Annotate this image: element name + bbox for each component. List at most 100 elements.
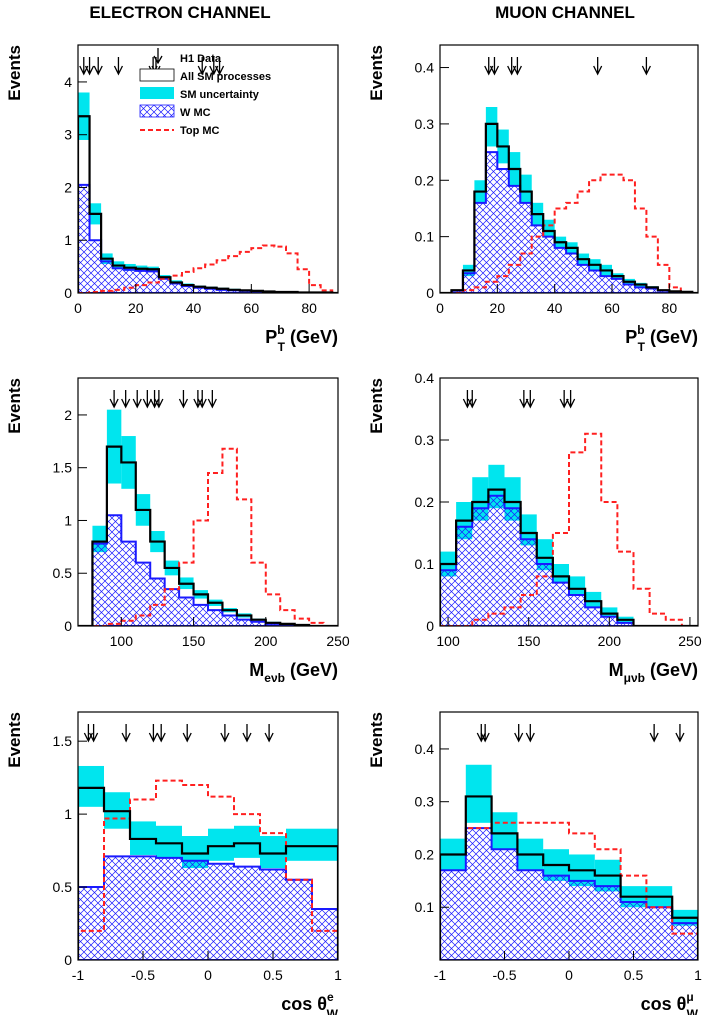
data-event-arrow xyxy=(525,724,535,743)
panel-6: -1 -0.5 0 0.5 1 0.1 0.2 0.3 0.4 Events cos θμ W xyxy=(367,711,702,1015)
legend-unc-label: SM uncertainty xyxy=(180,89,260,101)
y-tick-label: 4 xyxy=(64,74,72,90)
data-event-arrow xyxy=(480,724,490,743)
right-column-title: MUON CHANNEL xyxy=(495,3,635,22)
legend-sm-label: All SM processes xyxy=(180,71,271,83)
w-mc-histogram xyxy=(78,514,338,626)
data-event-arrow xyxy=(566,390,576,409)
top-mc-histogram xyxy=(440,821,698,960)
uncertainty-bin xyxy=(156,825,182,858)
data-event-arrow xyxy=(512,57,522,76)
x-axis-label-main: M xyxy=(609,660,624,680)
x-axis-label-sub: W xyxy=(327,1007,339,1015)
x-tick-label: 200 xyxy=(254,633,278,649)
x-axis-label-main: cos θ xyxy=(641,994,687,1014)
sm-histogram xyxy=(440,488,698,626)
data-event-arrow xyxy=(84,57,95,76)
top-mc-histogram xyxy=(78,779,338,960)
x-tick-label: 20 xyxy=(128,300,144,316)
plot-area xyxy=(78,765,338,960)
x-tick-label: 250 xyxy=(678,633,702,649)
x-axis-label-reset: (GeV) xyxy=(285,327,338,347)
x-tick-label: 150 xyxy=(517,633,541,649)
data-event-arrow xyxy=(142,390,152,409)
x-tick-label: 150 xyxy=(182,633,206,649)
y-tick-label: 1 xyxy=(64,512,72,528)
data-event-arrow xyxy=(519,390,529,409)
y-tick-label: 0.3 xyxy=(415,116,435,132)
data-event-arrow xyxy=(489,57,500,76)
data-event-arrow xyxy=(79,57,89,76)
legend-sm-swatch xyxy=(139,68,175,82)
y-tick-label: 0.4 xyxy=(415,741,435,757)
x-tick-label: 60 xyxy=(604,300,620,316)
x-axis-label: Meνb (GeV) xyxy=(249,660,338,685)
x-axis-label-main: P xyxy=(265,327,277,347)
x-axis-label-main: M xyxy=(249,660,264,680)
y-tick-label: 0.5 xyxy=(53,565,73,581)
uncertainty-bin xyxy=(260,836,286,869)
data-event-arrow xyxy=(220,724,230,743)
sm-histogram xyxy=(440,795,698,960)
sm-histogram xyxy=(440,122,698,293)
data-event-arrow xyxy=(197,390,207,409)
x-tick-label: 80 xyxy=(662,300,678,316)
data-event-arrow xyxy=(148,724,158,743)
y-tick-label: 0.2 xyxy=(415,494,435,510)
top-mc-histogram xyxy=(440,432,698,626)
x-tick-label: 80 xyxy=(301,300,317,316)
legend-data-label: H1 Data xyxy=(180,53,222,65)
data-event-arrow xyxy=(93,57,103,76)
top-mc-histogram xyxy=(78,447,338,626)
x-axis-label-main: P xyxy=(625,327,637,347)
w-mc-histogram xyxy=(78,855,338,960)
x-tick-label: 1 xyxy=(694,967,702,983)
x-axis-label-sub: W xyxy=(687,1007,699,1015)
data-event-arrow xyxy=(121,390,131,409)
y-tick-label: 0 xyxy=(426,618,434,634)
legend: H1 Data All SM processes SM uncertainty … xyxy=(139,48,271,137)
x-tick-label: 60 xyxy=(244,300,260,316)
x-tick-label: -0.5 xyxy=(492,967,516,983)
x-tick-label: 0 xyxy=(74,300,82,316)
plot-area xyxy=(78,409,338,626)
uncertainty-bin xyxy=(234,825,260,858)
y-tick-label: 1 xyxy=(64,806,72,822)
x-tick-label: 40 xyxy=(186,300,202,316)
y-tick-label: 0 xyxy=(64,285,72,301)
data-event-arrow xyxy=(675,724,685,743)
data-event-arrow xyxy=(214,57,225,76)
y-tick-label: 0.1 xyxy=(415,229,435,245)
y-tick-label: 1.5 xyxy=(53,733,73,749)
legend-w-swatch xyxy=(139,104,175,118)
legend-unc-swatch xyxy=(140,87,174,99)
y-axis-label: Events xyxy=(5,45,24,101)
x-tick-label: 0 xyxy=(204,967,212,983)
sm-histogram xyxy=(78,115,338,293)
plot-area xyxy=(440,764,698,960)
panel-5: -1 -0.5 0 0.5 1 0 0.5 1 1.5 Events cos θe W xyxy=(5,711,342,1015)
x-axis-label-sup: b xyxy=(637,323,644,337)
panel-3: 100 150 200 250 0 0.5 1 1.5 2 Events Meνb (GeV) xyxy=(5,377,350,685)
data-event-arrow xyxy=(197,57,207,76)
x-axis-label: cos θμ W xyxy=(641,990,699,1015)
x-tick-label: 40 xyxy=(547,300,563,316)
y-tick-label: 0 xyxy=(64,618,72,634)
data-event-arrow xyxy=(182,724,192,743)
data-event-arrow xyxy=(649,724,659,743)
uncertainty-bin xyxy=(520,174,532,203)
x-tick-label: 0.5 xyxy=(263,967,283,983)
x-tick-label: -1 xyxy=(72,967,85,983)
data-event-arrow xyxy=(484,57,494,76)
data-event-arrow xyxy=(193,390,203,409)
uncertainty-bin xyxy=(485,107,498,147)
data-event-arrow xyxy=(121,724,131,743)
data-event-arrow xyxy=(525,390,535,409)
y-tick-label: 2 xyxy=(64,407,72,423)
x-tick-label: -1 xyxy=(434,967,447,983)
x-tick-label: 1 xyxy=(334,967,342,983)
x-tick-label: 250 xyxy=(326,633,350,649)
data-event-arrow xyxy=(559,390,569,409)
data-event-arrow xyxy=(467,390,477,409)
